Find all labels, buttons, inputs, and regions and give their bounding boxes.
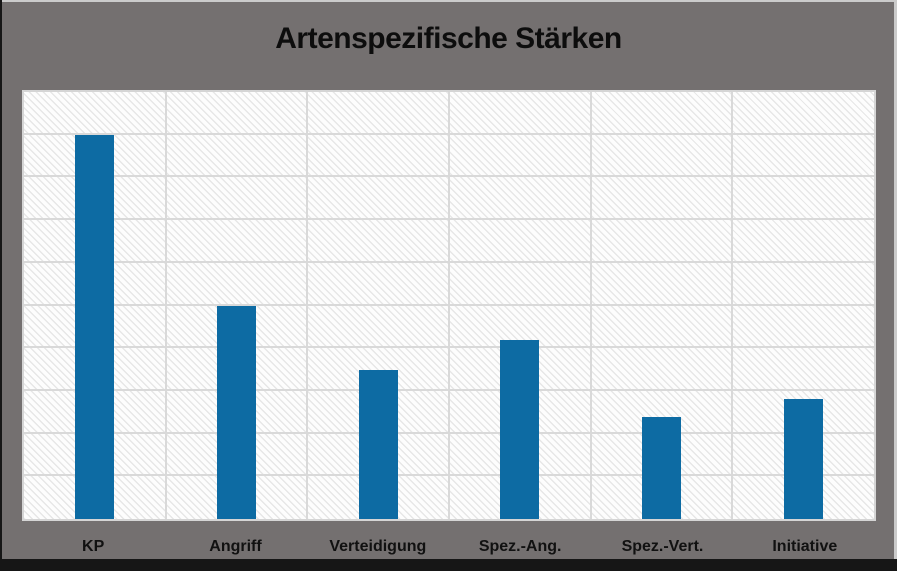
plot-area — [22, 90, 876, 521]
x-axis-label: Spez.-Vert. — [621, 538, 704, 555]
x-axis-labels: KP Angriff Verteidigung Spez.-Ang. Spez.-Ver… — [22, 534, 876, 560]
window-border-top — [0, 0, 897, 2]
window-border-left — [0, 0, 2, 571]
window-border-bottom — [0, 559, 897, 571]
bar-verteidigung[interactable] — [358, 369, 398, 519]
gridline-vertical — [164, 92, 167, 519]
bar-initiative[interactable] — [783, 399, 823, 519]
window-border-right — [894, 0, 897, 571]
gridline-vertical — [589, 92, 592, 519]
gridline-vertical — [306, 92, 309, 519]
gridline-vertical — [731, 92, 734, 519]
x-axis-label: Initiative — [772, 538, 838, 555]
chart-title: Artenspezifische Stärken — [275, 22, 622, 55]
bar-kp[interactable] — [75, 134, 115, 519]
x-axis-label: Verteidigung — [329, 538, 427, 555]
x-axis-label: KP — [82, 538, 105, 555]
x-axis-label: Angriff — [209, 538, 262, 555]
bar-spez-vert[interactable] — [642, 416, 681, 519]
gridline-vertical — [448, 92, 450, 519]
bar-spez-ang[interactable] — [500, 339, 540, 519]
x-axis-label: Spez.-Ang. — [478, 538, 562, 555]
bar-angriff[interactable] — [217, 305, 256, 519]
